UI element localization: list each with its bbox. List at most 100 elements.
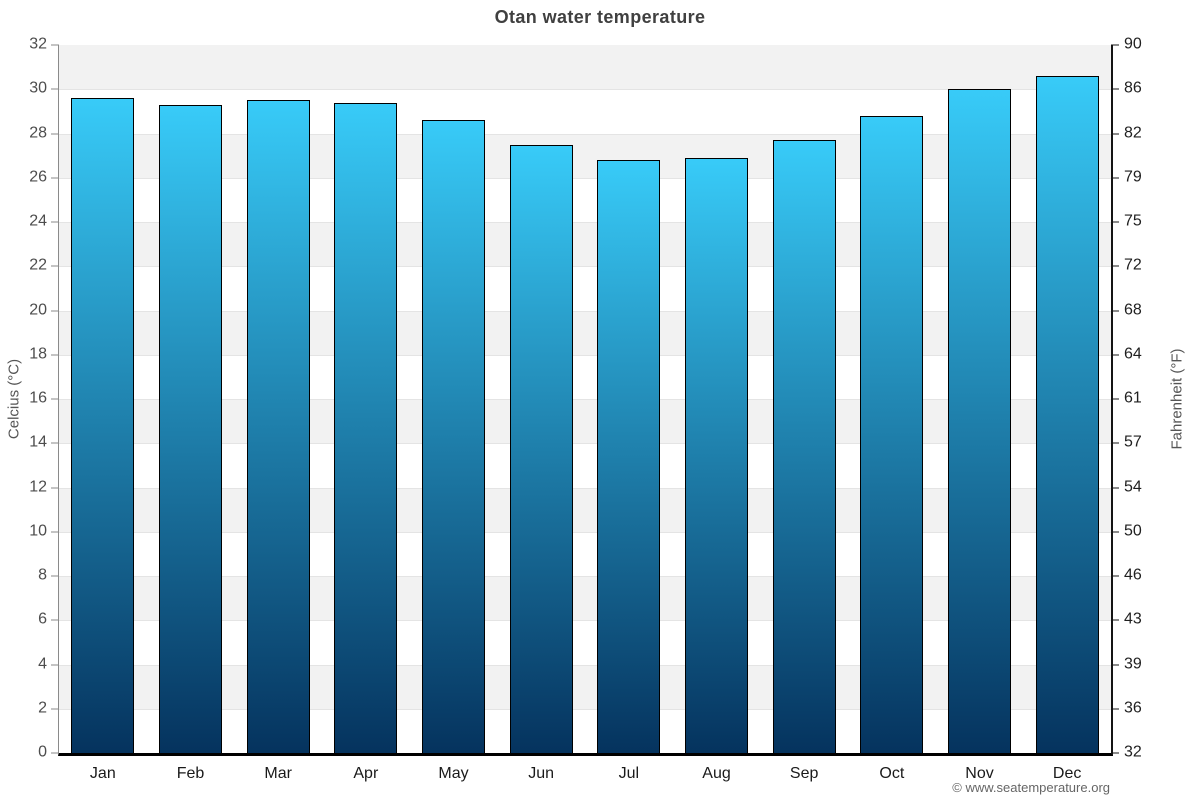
gridline	[59, 620, 1111, 622]
celsius-tick-label: 10	[29, 522, 47, 540]
gridline	[59, 399, 1111, 400]
celsius-tick-label: 24	[29, 212, 47, 230]
bar-jan	[71, 98, 135, 753]
fahrenheit-tick-label: 79	[1124, 168, 1142, 186]
gridline	[59, 487, 1111, 489]
background-band	[59, 133, 1111, 178]
celsius-tick-label: 22	[29, 256, 47, 274]
fahrenheit-tick-mark	[1111, 531, 1119, 533]
y-axis-label-celsius: Celcius (°C)	[5, 358, 23, 440]
fahrenheit-tick-mark	[1111, 664, 1119, 665]
fahrenheit-tick-label: 43	[1124, 610, 1142, 628]
background-band	[59, 531, 1111, 576]
celsius-tick-label: 18	[29, 345, 47, 363]
background-band	[59, 177, 1111, 222]
fahrenheit-tick-label: 68	[1124, 301, 1142, 319]
celsius-tick-mark	[51, 619, 59, 621]
fahrenheit-tick-mark	[1111, 487, 1119, 488]
fahrenheit-tick-label: 32	[1124, 743, 1142, 761]
gridline	[59, 354, 1111, 356]
background-band	[59, 708, 1111, 753]
fahrenheit-tick-mark	[1111, 752, 1119, 754]
fahrenheit-tick-mark	[1111, 133, 1119, 134]
background-band	[59, 664, 1111, 709]
background-band	[59, 620, 1111, 665]
celsius-tick-mark	[51, 487, 59, 488]
fahrenheit-tick-label: 64	[1124, 345, 1142, 363]
y-axis-label-fahrenheit: Fahrenheit (°F)	[1168, 348, 1186, 450]
attribution-text: © www.seatemperature.org	[952, 780, 1110, 795]
celsius-tick-mark	[51, 752, 59, 754]
celsius-tick-mark	[51, 531, 59, 533]
gridline	[59, 133, 1111, 135]
celsius-tick-label: 12	[29, 478, 47, 496]
bar-jul	[597, 160, 661, 753]
background-band	[59, 399, 1111, 444]
gridline	[59, 708, 1111, 710]
background-band	[59, 222, 1111, 267]
fahrenheit-tick-label: 54	[1124, 478, 1142, 496]
background-band	[59, 576, 1111, 621]
bar-sep	[772, 140, 836, 753]
celsius-tick-mark	[51, 44, 59, 46]
fahrenheit-tick-mark	[1111, 442, 1119, 444]
celsius-tick-label: 32	[29, 35, 47, 53]
gridline	[59, 443, 1111, 445]
celsius-tick-label: 28	[29, 124, 47, 142]
celsius-tick-mark	[51, 575, 59, 577]
plot-area: 32 90 30 86 28 82 26 79 24 75 22 72 20 68 18 64 16 61 14 57…	[29, 36, 1142, 782]
celsius-tick-mark	[51, 442, 59, 444]
celsius-tick-mark	[51, 664, 59, 665]
fahrenheit-tick-label: 46	[1124, 566, 1142, 584]
celsius-tick-mark	[51, 708, 59, 710]
celsius-tick-mark	[51, 265, 59, 267]
fahrenheit-tick-label: 86	[1124, 79, 1142, 97]
month-label-nov: Nov	[965, 765, 994, 782]
month-label-aug: Aug	[702, 765, 731, 782]
celsius-tick-mark	[51, 177, 59, 179]
celsius-tick-label: 6	[38, 610, 47, 628]
celsius-tick-label: 4	[38, 655, 47, 673]
background-band	[59, 266, 1111, 311]
gridline	[59, 177, 1111, 179]
bar-may	[422, 120, 485, 753]
gridline	[59, 310, 1111, 312]
month-label-apr: Apr	[353, 765, 379, 782]
background-band	[59, 487, 1111, 532]
month-label-sep: Sep	[789, 765, 819, 782]
fahrenheit-tick-label: 61	[1124, 389, 1142, 407]
month-label-jul: Jul	[618, 765, 640, 782]
celsius-tick-label: 8	[38, 566, 47, 584]
celsius-tick-label: 2	[38, 699, 47, 717]
celsius-tick-mark	[51, 310, 59, 311]
bar-jun	[509, 144, 573, 753]
fahrenheit-tick-mark	[1111, 708, 1119, 710]
month-label-mar: Mar	[264, 765, 292, 782]
celsius-tick-label: 26	[29, 168, 47, 186]
bar-nov	[948, 89, 1011, 753]
celsius-tick-mark	[51, 398, 59, 400]
month-label-may: May	[438, 765, 469, 782]
fahrenheit-tick-mark	[1111, 265, 1119, 267]
bar-dec	[1035, 75, 1099, 753]
celsius-tick-label: 30	[29, 79, 47, 97]
celsius-tick-mark	[51, 354, 59, 356]
bar-mar	[246, 100, 310, 753]
celsius-tick-mark	[51, 221, 59, 223]
fahrenheit-tick-label: 39	[1124, 655, 1142, 673]
fahrenheit-tick-mark	[1111, 44, 1119, 46]
fahrenheit-tick-mark	[1111, 398, 1119, 400]
plot-inner: 32 90 30 86 28 82 26 79 24 75 22 72 20 68 18 64 16 61 14 57…	[29, 36, 1142, 782]
bar-aug	[685, 157, 748, 753]
background-band	[59, 443, 1111, 488]
gridline	[59, 531, 1111, 533]
fahrenheit-tick-label: 57	[1124, 433, 1142, 451]
celsius-tick-label: 20	[29, 301, 47, 319]
background-band	[59, 310, 1111, 355]
gridline	[59, 222, 1111, 223]
gridline	[59, 576, 1111, 577]
background-band	[59, 45, 1111, 90]
chart-title: Otan water temperature	[494, 7, 706, 27]
celsius-tick-mark	[51, 88, 59, 90]
month-label-oct: Oct	[879, 765, 905, 782]
